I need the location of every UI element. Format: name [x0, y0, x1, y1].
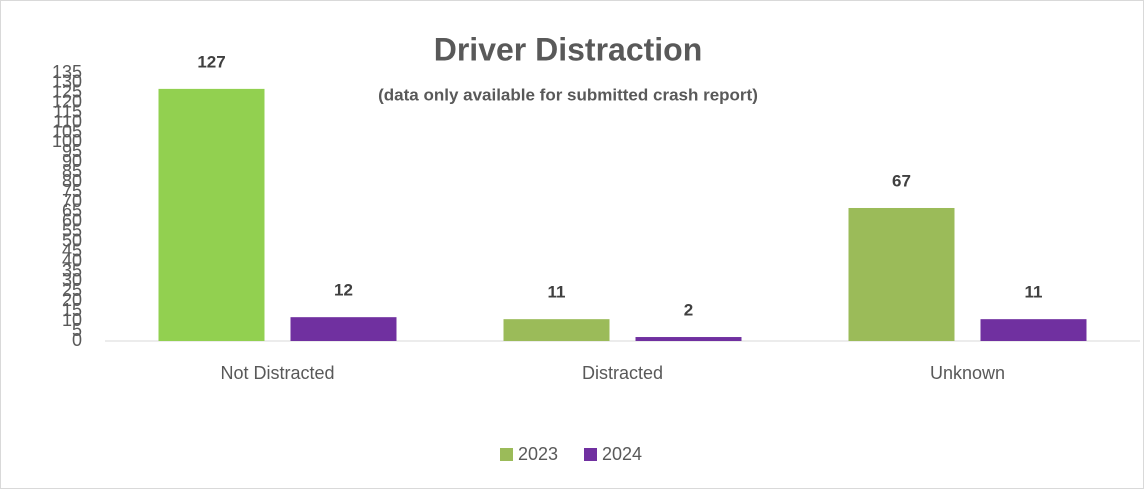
y-tick-label: 115	[53, 101, 82, 121]
x-tick-label: Unknown	[930, 363, 1005, 383]
y-tick-label: 45	[62, 240, 82, 260]
legend-label: 2024	[602, 444, 642, 464]
data-label: 11	[548, 283, 566, 302]
y-tick-label: 0	[72, 330, 82, 350]
y-tick-label: 135	[52, 62, 82, 82]
y-tick-label: 85	[62, 161, 82, 181]
y-tick-label: 50	[62, 230, 82, 250]
data-label: 127	[197, 52, 225, 71]
y-tick-label: 90	[62, 151, 82, 171]
y-tick-label: 15	[62, 300, 82, 320]
bar	[503, 319, 610, 341]
chart-title: Driver Distraction	[434, 31, 703, 67]
y-tick-label: 70	[62, 191, 82, 211]
y-tick-label: 60	[62, 211, 82, 231]
x-tick-label: Distracted	[582, 363, 663, 383]
data-label: 12	[334, 281, 353, 300]
y-tick-label: 65	[62, 201, 82, 221]
legend-swatch	[500, 448, 513, 461]
y-tick-label: 130	[52, 72, 82, 92]
y-tick-label: 120	[52, 92, 82, 112]
data-label: 2	[684, 301, 693, 320]
y-tick-label: 110	[53, 111, 82, 131]
chart-subtitle: (data only available for submitted crash…	[378, 85, 758, 104]
y-tick-label: 125	[52, 82, 82, 102]
legend-label: 2023	[518, 444, 558, 464]
y-tick-label: 30	[62, 270, 82, 290]
y-tick-label: 105	[52, 121, 82, 141]
y-tick-label: 25	[62, 280, 82, 300]
y-tick-label: 20	[62, 290, 82, 310]
data-label: 67	[892, 171, 911, 190]
x-tick-label: Not Distracted	[220, 363, 334, 383]
bar	[848, 207, 955, 341]
y-tick-label: 5	[72, 320, 82, 340]
y-tick-label: 40	[62, 250, 82, 270]
bar	[158, 88, 265, 341]
bar	[980, 319, 1087, 341]
y-tick-label: 55	[62, 221, 82, 241]
data-label: 11	[1025, 283, 1043, 302]
y-tick-label: 35	[62, 260, 82, 280]
y-tick-label: 10	[62, 310, 82, 330]
bar	[290, 317, 397, 341]
y-tick-label: 100	[52, 131, 82, 151]
legend-swatch	[584, 448, 597, 461]
y-tick-label: 80	[62, 171, 82, 191]
y-tick-label: 95	[62, 141, 82, 161]
y-tick-label: 75	[62, 181, 82, 201]
bar	[635, 337, 742, 341]
